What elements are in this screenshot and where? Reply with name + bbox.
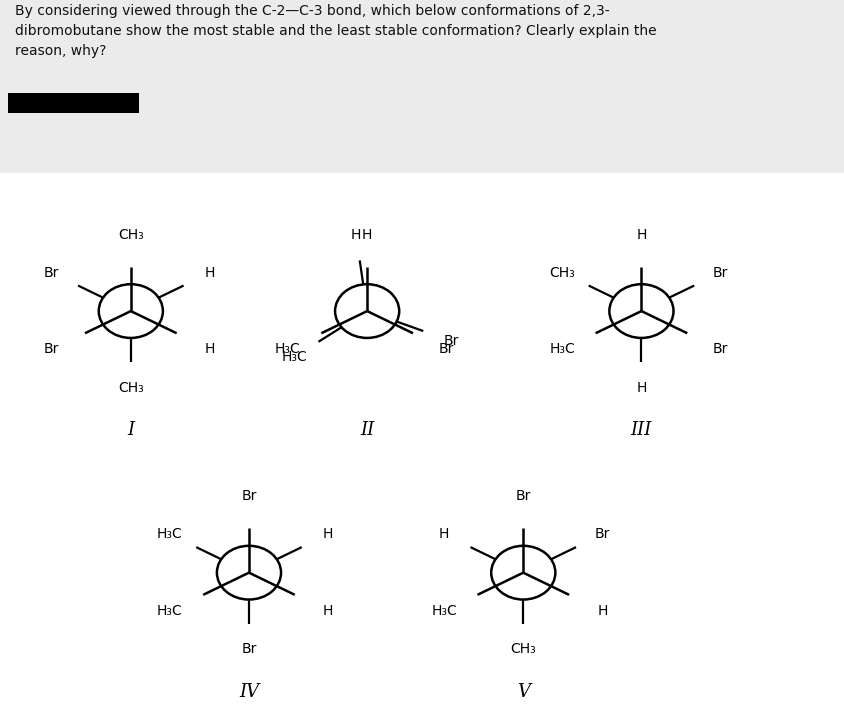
Bar [0,173,844,707]
Circle shape [99,284,163,338]
Text: H: H [598,604,608,618]
Text: H₃C: H₃C [157,527,182,542]
Text: Br: Br [516,489,531,503]
Text: CH₃: CH₃ [511,642,536,656]
Text: II: II [360,421,374,439]
Text: CH₃: CH₃ [549,266,575,280]
Text: V: V [517,683,530,701]
Text: H: H [636,380,647,395]
Text: H: H [205,266,215,280]
Text: H₃C: H₃C [549,342,575,356]
Text: I: I [127,421,134,439]
Text: H₃C: H₃C [157,604,182,618]
Text: Br: Br [439,342,454,356]
Text: H: H [362,228,372,242]
Text: Br: Br [241,642,257,656]
Text: H₃C: H₃C [275,342,300,356]
Text: H: H [636,228,647,242]
Text: Br: Br [595,527,610,542]
Bar [8,93,139,113]
Circle shape [609,284,674,338]
Text: Br: Br [444,334,459,348]
Text: H: H [323,604,333,618]
Text: Br: Br [241,489,257,503]
Text: H: H [351,228,361,242]
Text: Br: Br [713,266,728,280]
Text: H: H [439,527,449,542]
Text: CH₃: CH₃ [118,380,143,395]
Text: CH₃: CH₃ [118,228,143,242]
Text: III: III [630,421,652,439]
Text: Br: Br [44,342,59,356]
Circle shape [491,546,555,600]
Text: Br: Br [44,266,59,280]
Text: H: H [323,527,333,542]
Text: H: H [205,342,215,356]
Circle shape [335,284,399,338]
Text: H₃C: H₃C [281,350,307,364]
Text: IV: IV [239,683,259,701]
Circle shape [217,546,281,600]
Text: By considering viewed through the C-2—C-3 bond, which below conformations of 2,3: By considering viewed through the C-2—C-… [15,4,657,58]
Text: H₃C: H₃C [431,604,457,618]
Text: Br: Br [713,342,728,356]
